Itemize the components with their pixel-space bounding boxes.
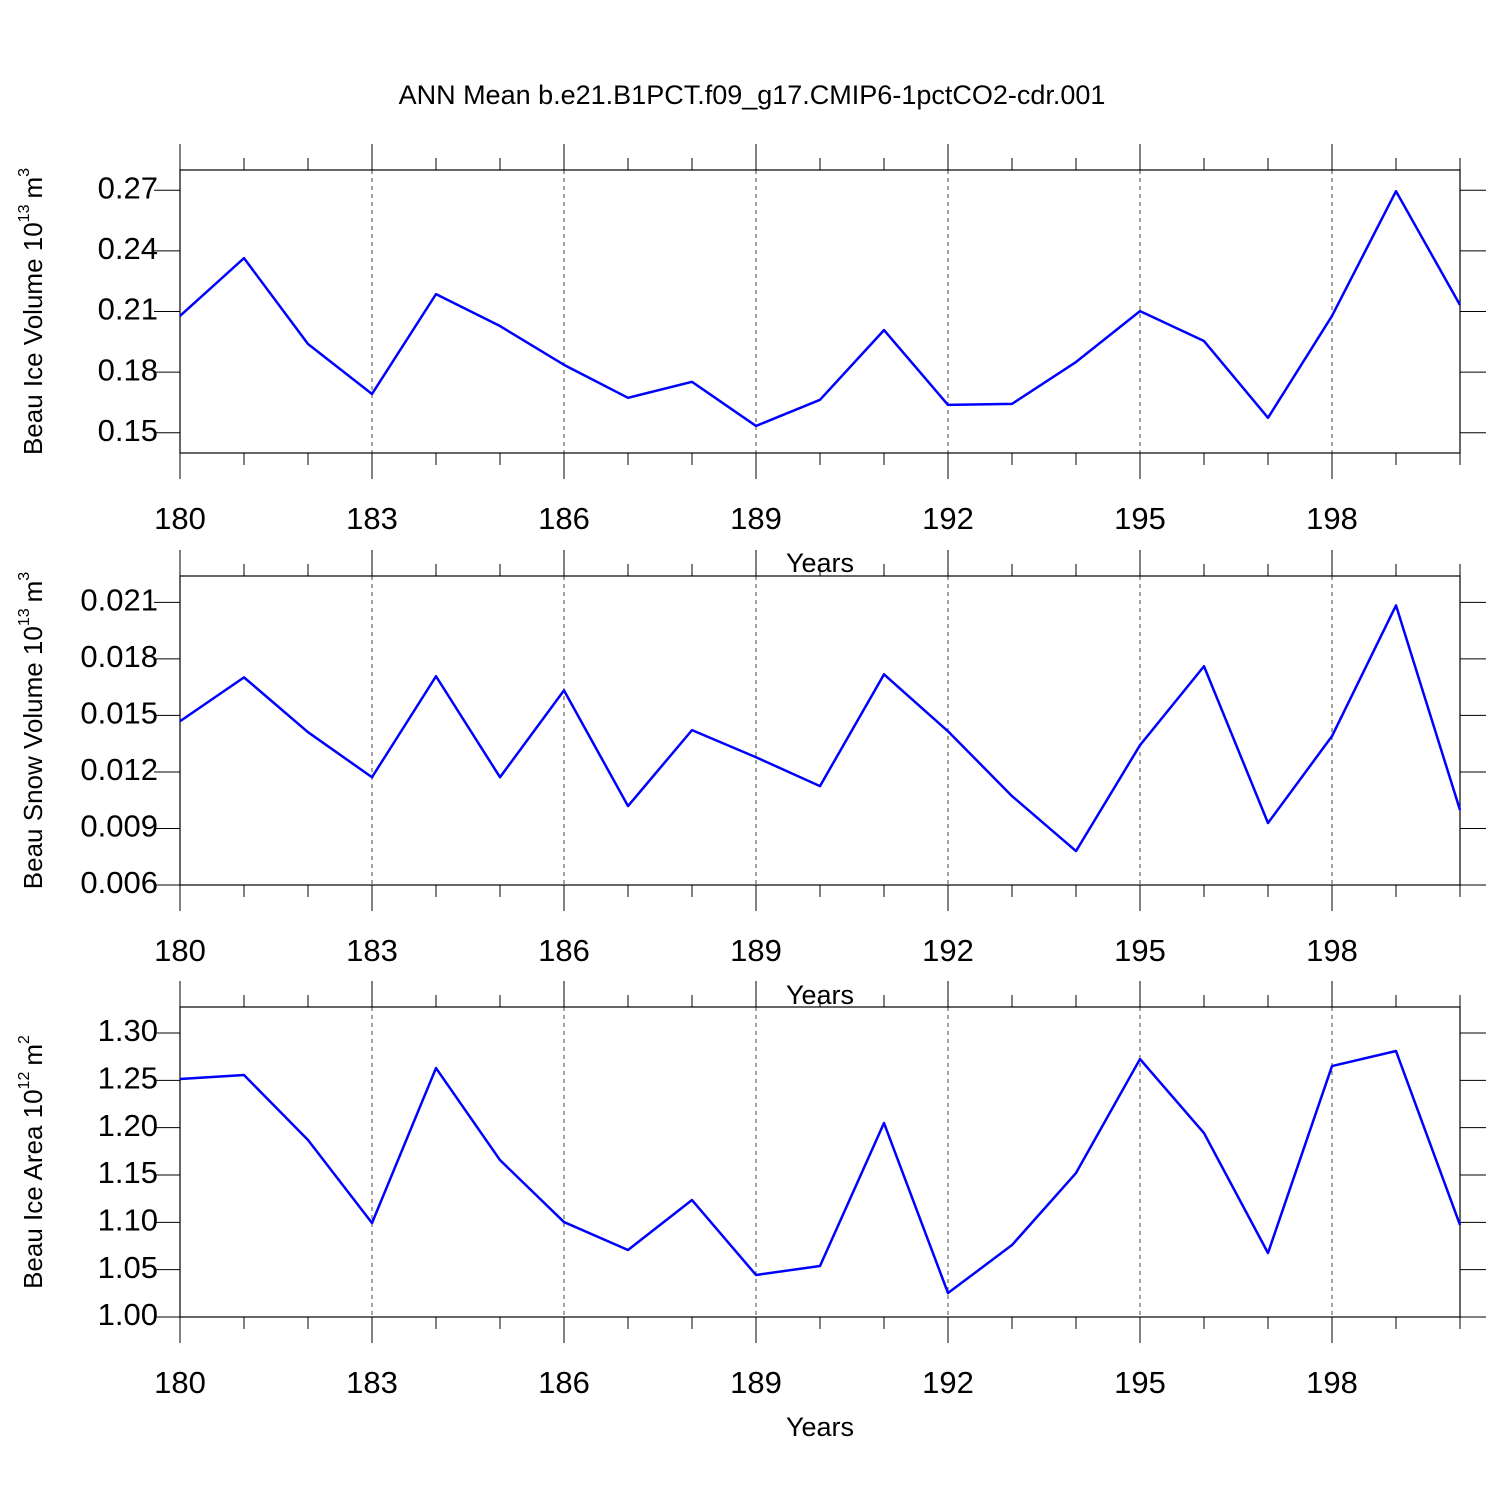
y-axis-label-text: Beau Snow Volume 10 bbox=[18, 626, 48, 889]
y-tick-label: 0.018 bbox=[80, 639, 158, 674]
x-tick-label: 180 bbox=[154, 501, 206, 536]
x-tick-label: 186 bbox=[538, 1365, 590, 1400]
x-tick-label: 189 bbox=[730, 933, 782, 968]
x-tick-label: 198 bbox=[1306, 1365, 1358, 1400]
y-axis-label-sup: 12 bbox=[16, 1072, 33, 1090]
x-tick-label: 195 bbox=[1114, 501, 1166, 536]
data-line bbox=[179, 1049, 1462, 1295]
y-tick-label: 0.009 bbox=[80, 809, 158, 844]
y-axis-label-unit: m bbox=[18, 581, 48, 603]
x-tick-label: 198 bbox=[1306, 501, 1358, 536]
y-tick-label: 0.18 bbox=[98, 352, 158, 387]
y-tick-label: 0.15 bbox=[98, 413, 158, 448]
x-tick-label: 186 bbox=[538, 933, 590, 968]
y-tick-label: 0.021 bbox=[80, 583, 158, 618]
y-tick-label: 1.20 bbox=[98, 1108, 158, 1143]
y-axis-label-unit-sup: 2 bbox=[16, 1035, 33, 1044]
x-axis-label: Years bbox=[786, 1412, 854, 1442]
y-axis-label: Beau Ice Volume 1013 m3 bbox=[16, 168, 48, 455]
x-tick-label: 186 bbox=[538, 501, 590, 536]
y-tick-label: 1.30 bbox=[98, 1013, 158, 1048]
x-tick-label: 195 bbox=[1114, 1365, 1166, 1400]
data-line bbox=[179, 189, 1462, 428]
y-tick-label: 0.012 bbox=[80, 752, 158, 787]
y-axis-label-sup: 13 bbox=[16, 204, 33, 222]
x-tick-label: 180 bbox=[154, 933, 206, 968]
x-tick-label: 198 bbox=[1306, 933, 1358, 968]
data-line bbox=[179, 604, 1462, 853]
x-tick-label: 183 bbox=[346, 1365, 398, 1400]
x-tick-label: 189 bbox=[730, 1365, 782, 1400]
y-tick-label: 1.05 bbox=[98, 1250, 158, 1285]
y-axis-label-sup: 13 bbox=[16, 608, 33, 626]
y-tick-label: 1.25 bbox=[98, 1061, 158, 1096]
x-tick-label: 189 bbox=[730, 501, 782, 536]
y-tick-label: 0.006 bbox=[80, 865, 158, 900]
y-axis-label: Beau Ice Area 1012 m2 bbox=[16, 1035, 48, 1289]
chart-title: ANN Mean b.e21.B1PCT.f09_g17.CMIP6-1pctC… bbox=[399, 80, 1106, 110]
x-tick-label: 183 bbox=[346, 933, 398, 968]
x-tick-label: 192 bbox=[922, 933, 974, 968]
plot-frame bbox=[179, 1006, 1461, 1318]
y-tick-label: 0.27 bbox=[98, 170, 158, 205]
y-axis-label-text: Beau Ice Volume 10 bbox=[18, 222, 48, 455]
y-tick-label: 1.10 bbox=[98, 1203, 158, 1238]
y-tick-label: 1.00 bbox=[98, 1297, 158, 1332]
x-tick-label: 192 bbox=[922, 501, 974, 536]
y-tick-label: 0.21 bbox=[98, 292, 158, 327]
plot-frame bbox=[179, 169, 1461, 454]
y-axis-label-unit-sup: 3 bbox=[16, 572, 33, 581]
plot-frame bbox=[179, 575, 1461, 886]
y-tick-label: 0.24 bbox=[98, 231, 158, 266]
y-axis-label-unit: m bbox=[18, 177, 48, 199]
x-tick-label: 195 bbox=[1114, 933, 1166, 968]
y-axis-label-unit: m bbox=[18, 1044, 48, 1066]
y-axis-label-text: Beau Ice Area 10 bbox=[18, 1089, 48, 1288]
x-tick-label: 183 bbox=[346, 501, 398, 536]
y-tick-label: 1.15 bbox=[98, 1155, 158, 1190]
y-tick-label: 0.015 bbox=[80, 696, 158, 731]
x-tick-label: 192 bbox=[922, 1365, 974, 1400]
x-tick-label: 180 bbox=[154, 1365, 206, 1400]
y-axis-label-unit-sup: 3 bbox=[16, 168, 33, 177]
y-axis-label: Beau Snow Volume 1013 m3 bbox=[16, 572, 48, 890]
